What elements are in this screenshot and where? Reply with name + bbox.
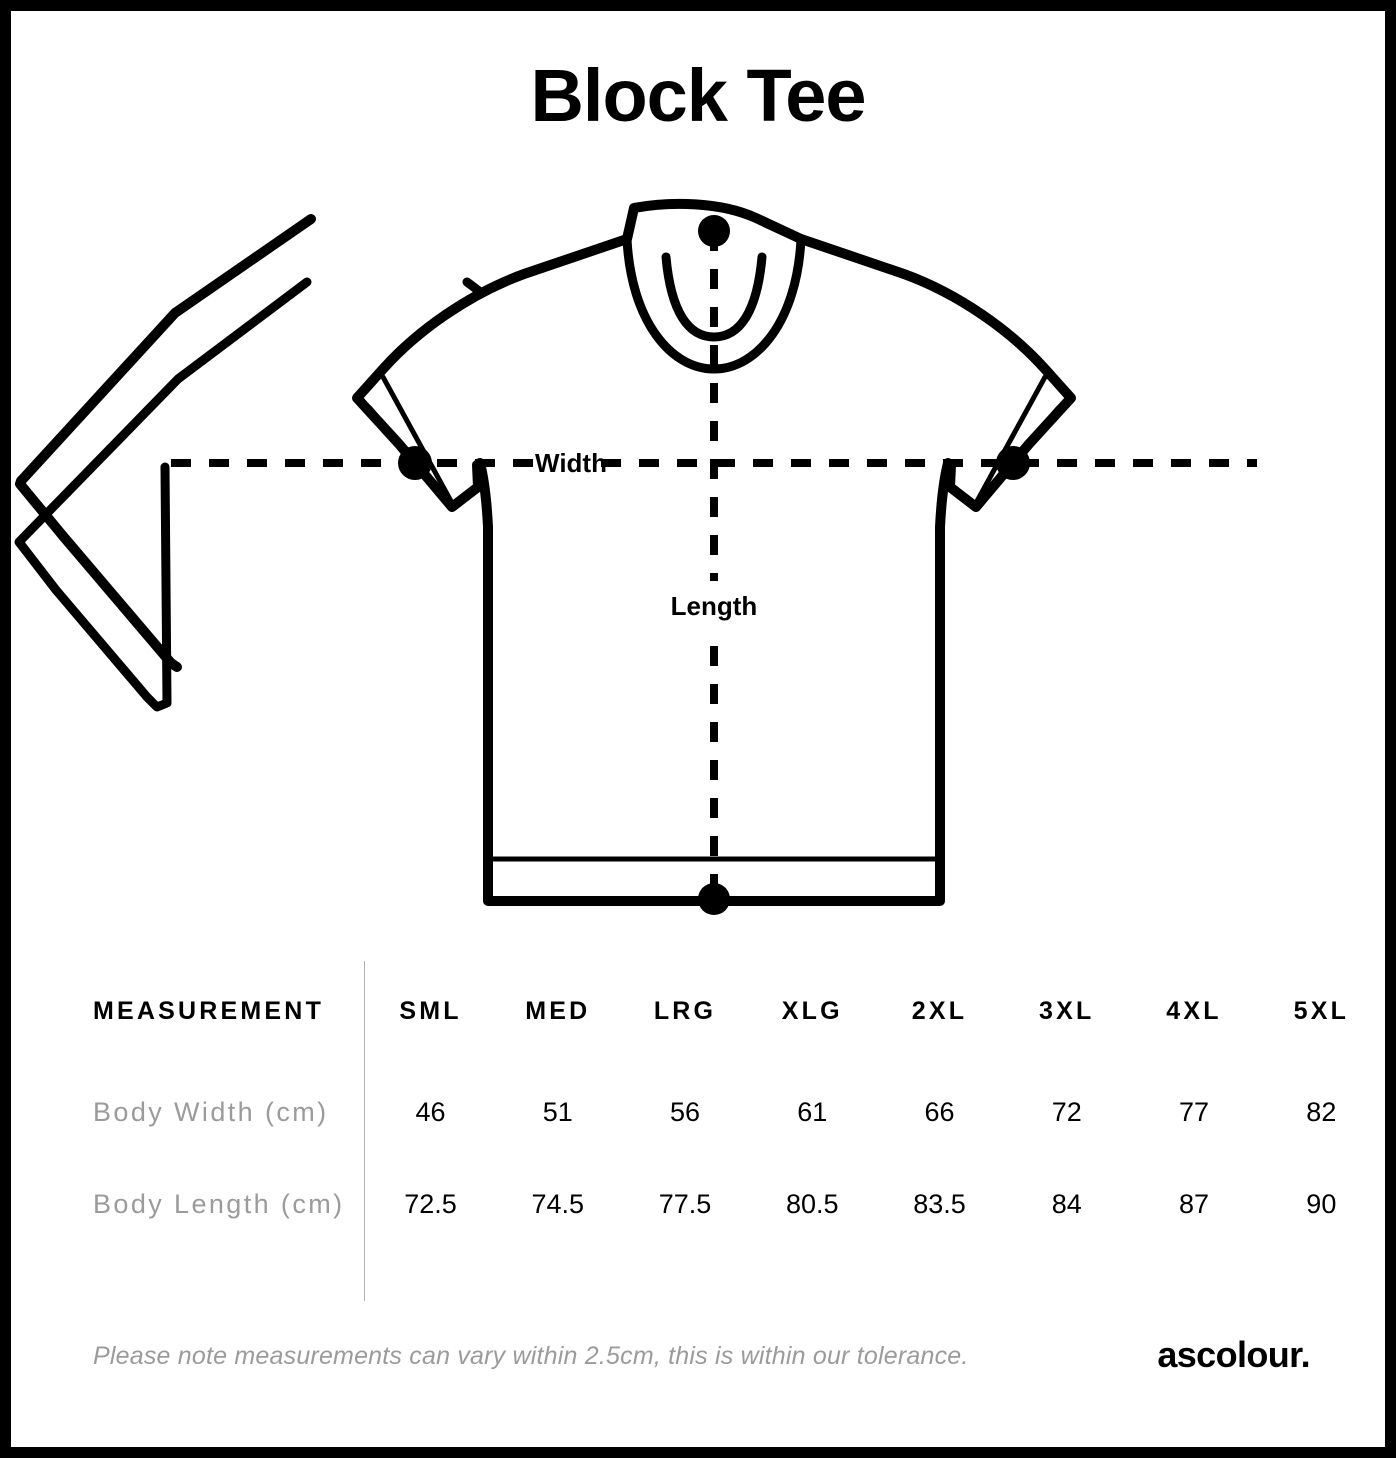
table-vertical-divider bbox=[364, 961, 365, 1301]
table-row-body-length: Body Length (cm) 72.5 74.5 77.5 80.5 83.… bbox=[11, 1158, 1385, 1250]
footer: Please note measurements can vary within… bbox=[11, 1326, 1385, 1396]
right-sleeve-seam bbox=[973, 374, 1048, 506]
cell-body-length-xlg: 80.5 bbox=[785, 1188, 839, 1219]
measurements-table: MEASUREMENT SML MED LRG XLG 2XL 3XL 4XL … bbox=[11, 956, 1385, 1316]
tolerance-note: Please note measurements can vary within… bbox=[93, 1342, 969, 1370]
cell-body-width-sml: 46 bbox=[415, 1096, 446, 1127]
cell-body-width-2xl: 66 bbox=[924, 1096, 955, 1127]
cell-body-length-2xl: 83.5 bbox=[913, 1188, 966, 1219]
column-header-lrg: LRG bbox=[653, 996, 717, 1025]
column-header-sml: SML bbox=[399, 996, 462, 1025]
collar-inner-arc bbox=[622, 234, 806, 374]
cell-body-width-lrg: 56 bbox=[669, 1096, 701, 1127]
marker-hem-point bbox=[698, 883, 730, 915]
table-header-row: MEASUREMENT SML MED LRG XLG 2XL 3XL 4XL … bbox=[11, 956, 1385, 1066]
row-label-body-length: Body Length (cm) bbox=[93, 1188, 345, 1219]
cell-body-width-4xl: 77 bbox=[1178, 1096, 1210, 1127]
column-header-3xl: 3XL bbox=[1039, 996, 1095, 1025]
cell-body-length-4xl: 87 bbox=[1178, 1188, 1210, 1219]
cell-body-width-5xl: 82 bbox=[1306, 1096, 1337, 1127]
brand-logo: ascolour. bbox=[1157, 1334, 1310, 1375]
column-header-5xl: 5XL bbox=[1293, 996, 1350, 1025]
collar-rib-arc bbox=[661, 252, 767, 342]
column-header-med: MED bbox=[525, 996, 591, 1025]
cell-body-width-med: 51 bbox=[542, 1096, 573, 1127]
cell-body-length-5xl: 90 bbox=[1306, 1188, 1337, 1219]
page-title: Block Tee bbox=[530, 54, 866, 137]
table-row-body-width: Body Width (cm) 46 51 56 61 66 72 77 82 bbox=[11, 1066, 1385, 1158]
cell-body-width-xlg: 61 bbox=[797, 1096, 828, 1127]
tshirt-diagram: Width Length bbox=[11, 191, 1385, 951]
cell-body-length-sml: 72.5 bbox=[404, 1188, 457, 1219]
cell-body-length-3xl: 84 bbox=[1051, 1188, 1082, 1219]
width-dimension-label: Width bbox=[535, 448, 607, 478]
left-sleeve-outline bbox=[14, 277, 312, 595]
cell-body-length-med: 74.5 bbox=[531, 1188, 585, 1219]
column-header-4xl: 4XL bbox=[1166, 996, 1222, 1025]
left-sleeve-seam bbox=[380, 374, 455, 506]
cell-body-width-3xl: 72 bbox=[1051, 1096, 1082, 1127]
column-header-2xl: 2XL bbox=[911, 996, 968, 1025]
column-header-xlg: XLG bbox=[781, 996, 843, 1025]
length-dimension-label: Length bbox=[671, 591, 758, 621]
size-chart-page: Block Tee bbox=[11, 11, 1385, 1447]
marker-left-armpit-point bbox=[398, 446, 432, 480]
column-header-measurement: MEASUREMENT bbox=[93, 996, 325, 1025]
cell-body-length-lrg: 77.5 bbox=[658, 1188, 712, 1219]
marker-right-armpit-point bbox=[996, 446, 1030, 480]
marker-shoulder-point bbox=[698, 215, 730, 247]
row-label-body-width: Body Width (cm) bbox=[93, 1096, 329, 1127]
